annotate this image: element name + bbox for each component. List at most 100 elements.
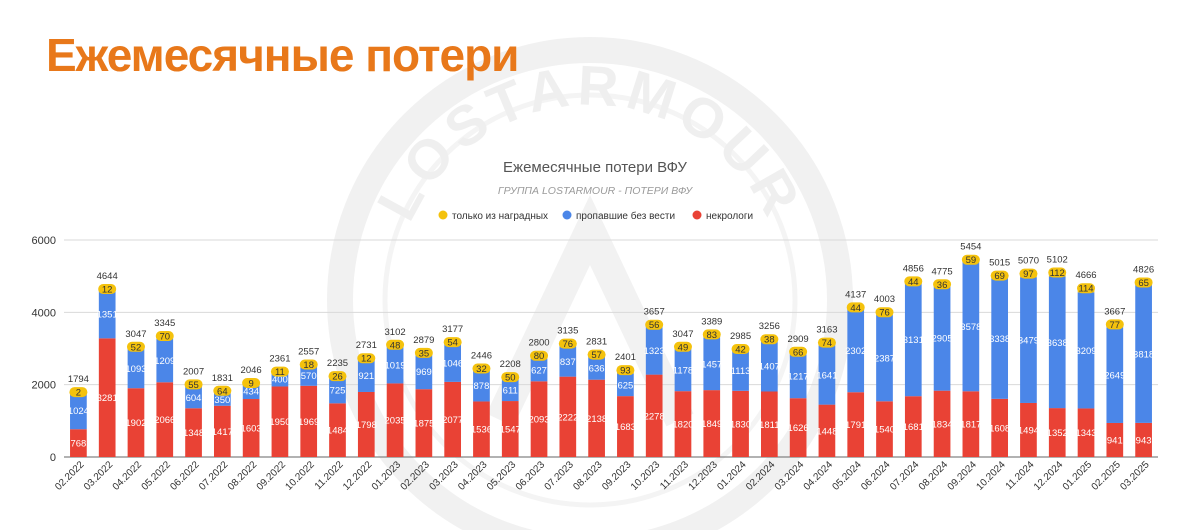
data-label-total: 3163 bbox=[816, 325, 837, 336]
data-label-obituaries: 2222 bbox=[557, 412, 578, 423]
data-label-obituaries: 1608 bbox=[989, 423, 1010, 434]
x-tick-label: 10.2023 bbox=[629, 459, 663, 493]
bar-missing bbox=[847, 308, 865, 393]
data-label-bg-awards-only bbox=[961, 254, 980, 265]
data-label-missing: 2387 bbox=[874, 354, 895, 365]
bar-missing bbox=[1106, 327, 1124, 423]
data-label-bg-awards-only bbox=[270, 366, 289, 377]
legend: только из наградных пропавшие без вести … bbox=[438, 210, 753, 222]
bar-obituaries bbox=[559, 376, 577, 457]
data-label-total: 2879 bbox=[413, 335, 434, 346]
data-label-awards-only: 2 bbox=[76, 388, 81, 399]
x-tick-label: 08.2023 bbox=[571, 459, 605, 493]
data-label-bg-awards-only bbox=[673, 341, 692, 352]
x-tick-label: 01.2025 bbox=[1061, 459, 1095, 493]
data-label-missing: 3338 bbox=[989, 334, 1010, 345]
data-label-missing: 1457 bbox=[701, 359, 722, 370]
data-label-missing: 636 bbox=[589, 364, 605, 375]
data-label-bg-awards-only bbox=[472, 363, 491, 374]
data-label-total: 5015 bbox=[989, 258, 1010, 269]
bar-missing bbox=[213, 393, 231, 406]
data-label-bg-awards-only bbox=[558, 338, 577, 349]
data-label-missing: 3131 bbox=[903, 335, 924, 346]
data-label-total: 3177 bbox=[442, 324, 463, 335]
data-label-obituaries: 1448 bbox=[816, 426, 837, 437]
data-label-obituaries: 2077 bbox=[442, 415, 463, 426]
data-label-bg-awards-only bbox=[875, 307, 894, 318]
bar-obituaries bbox=[1135, 422, 1152, 457]
data-label-missing: 1093 bbox=[125, 364, 146, 375]
x-tick-label: 08.2022 bbox=[226, 459, 260, 493]
data-label-total: 3102 bbox=[385, 327, 406, 338]
data-label-obituaries: 3281 bbox=[97, 393, 118, 404]
data-label-missing: 625 bbox=[617, 380, 633, 391]
data-label-awards-only: 12 bbox=[102, 285, 113, 296]
data-label-awards-only: 36 bbox=[937, 280, 948, 291]
data-label-missing: 837 bbox=[560, 357, 576, 368]
legend-label-awards-only: только из наградных bbox=[452, 211, 548, 222]
data-label-bg-awards-only bbox=[443, 337, 462, 348]
x-tick-label: 09.2024 bbox=[946, 459, 980, 493]
x-tick-label: 03.2022 bbox=[82, 459, 116, 493]
data-label-bg-awards-only bbox=[530, 350, 549, 361]
data-label-bg-awards-only bbox=[760, 334, 779, 345]
data-label-missing: 627 bbox=[531, 365, 547, 376]
bar-obituaries bbox=[213, 405, 231, 457]
x-tick-label: 02.2023 bbox=[399, 459, 433, 493]
bar-obituaries bbox=[415, 389, 433, 457]
bar-obituaries bbox=[1077, 408, 1095, 457]
data-label-awards-only: 77 bbox=[1110, 320, 1121, 331]
x-tick-label: 05.2024 bbox=[830, 459, 864, 493]
data-label-missing: 1046 bbox=[442, 358, 463, 369]
bar-obituaries bbox=[357, 391, 375, 457]
x-tick-label: 09.2023 bbox=[600, 459, 634, 493]
data-label-bg-awards-only bbox=[817, 337, 836, 348]
data-label-missing: 1209 bbox=[154, 356, 175, 367]
data-label-obituaries: 1950 bbox=[269, 417, 290, 428]
bar-obituaries bbox=[732, 390, 749, 457]
bar-missing bbox=[386, 346, 404, 384]
data-labels: 768 1024 2 1794 3281 1351 12 4644 1902 1093 52 3047… bbox=[68, 242, 1154, 450]
data-label-bg-awards-only bbox=[213, 385, 232, 396]
data-label-obituaries: 943 bbox=[1136, 435, 1152, 446]
data-label-total: 5102 bbox=[1047, 254, 1068, 265]
data-label-missing: 3638 bbox=[1047, 338, 1068, 349]
bar-missing bbox=[732, 350, 749, 391]
data-label-missing: 3578 bbox=[960, 322, 981, 333]
data-label-awards-only: 112 bbox=[1050, 268, 1065, 279]
x-tick-label: 01.2024 bbox=[715, 459, 749, 493]
data-label-total: 3389 bbox=[701, 316, 722, 327]
data-label-obituaries: 1969 bbox=[298, 417, 319, 428]
data-label-bg-awards-only bbox=[98, 284, 117, 295]
data-label-missing: 350 bbox=[214, 395, 230, 406]
page-title: Ежемесячные потери bbox=[46, 29, 519, 81]
data-label-obituaries: 1849 bbox=[701, 419, 722, 430]
bar-obituaries bbox=[588, 379, 605, 457]
data-label-missing: 1351 bbox=[97, 309, 118, 320]
data-label-missing: 2302 bbox=[845, 346, 866, 357]
data-label-total: 5070 bbox=[1018, 256, 1039, 267]
data-label-awards-only: 44 bbox=[908, 277, 919, 288]
data-label-bg-awards-only bbox=[184, 379, 203, 390]
bar-missing bbox=[588, 356, 605, 380]
chart-title: Ежемесячные потери ВФУ bbox=[503, 159, 687, 176]
data-label-bg-awards-only bbox=[414, 347, 433, 358]
data-label-awards-only: 114 bbox=[1078, 284, 1093, 295]
data-label-awards-only: 97 bbox=[1023, 269, 1034, 280]
data-label-total: 1831 bbox=[212, 373, 233, 384]
bar-missing bbox=[329, 377, 346, 404]
x-tick-label: 07.2024 bbox=[888, 459, 922, 493]
x-tick-label: 04.2022 bbox=[111, 459, 145, 493]
data-label-obituaries: 1352 bbox=[1047, 428, 1068, 439]
x-tick-label: 04.2024 bbox=[802, 459, 836, 493]
data-label-missing: 3209 bbox=[1075, 346, 1096, 357]
x-tick-label: 10.2024 bbox=[974, 459, 1008, 493]
data-label-bg-awards-only bbox=[1105, 319, 1124, 330]
bar-missing bbox=[760, 340, 778, 392]
data-label-obituaries: 941 bbox=[1107, 435, 1123, 446]
x-tick-label: 11.2023 bbox=[658, 459, 691, 492]
data-label-awards-only: 76 bbox=[879, 308, 890, 319]
bar-obituaries bbox=[876, 401, 893, 457]
data-label-bg-awards-only bbox=[933, 279, 952, 290]
bar-obituaries bbox=[674, 391, 692, 457]
